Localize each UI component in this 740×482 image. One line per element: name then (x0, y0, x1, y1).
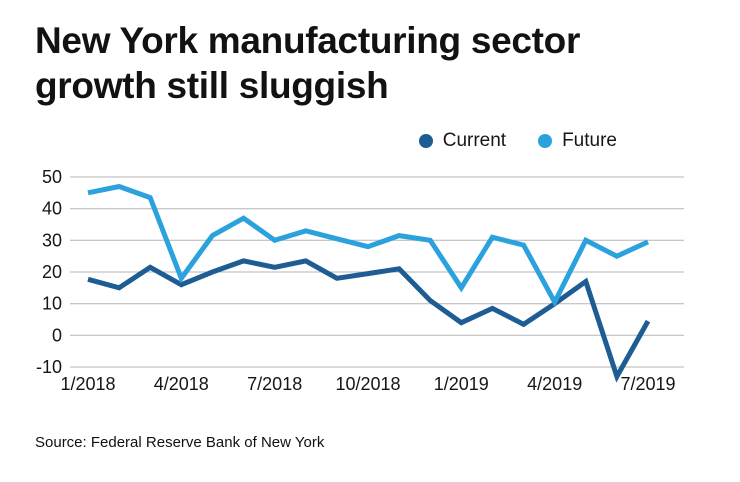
legend-label-future: Future (562, 130, 617, 151)
series-line-future (87, 183, 650, 308)
x-tick-label: 1/2019 (434, 374, 489, 394)
y-tick-label: 0 (52, 325, 62, 345)
x-tick-label: 7/2019 (620, 374, 675, 394)
legend-item-current: Current (418, 130, 507, 152)
y-tick-label: 40 (42, 199, 62, 219)
chart-legend: Current Future (0, 130, 617, 152)
x-tick-label: 4/2018 (154, 374, 209, 394)
source-note: Source: Federal Reserve Bank of New York (35, 434, 325, 451)
chart-title: New York manufacturing sector growth sti… (35, 20, 581, 107)
y-tick-label: 10 (42, 294, 62, 314)
legend-dot-current-icon (418, 134, 433, 148)
legend-dot-future-icon (538, 134, 553, 148)
legend-item-future: Future (538, 130, 617, 152)
y-tick-label: 30 (42, 230, 62, 250)
x-tick-label: 10/2018 (335, 374, 400, 394)
y-tick-label: 50 (42, 167, 62, 187)
y-tick-label: 20 (42, 262, 62, 282)
x-tick-label: 4/2019 (527, 374, 582, 394)
x-tick-label: 7/2018 (247, 374, 302, 394)
y-tick-label: -10 (36, 357, 62, 377)
legend-label-current: Current (442, 130, 507, 151)
x-tick-label: 1/2018 (60, 374, 115, 394)
chart-svg: 50 40 30 20 10 0 -101/2018 4/2018 7/2018 10/2018 1… (36, 167, 684, 394)
